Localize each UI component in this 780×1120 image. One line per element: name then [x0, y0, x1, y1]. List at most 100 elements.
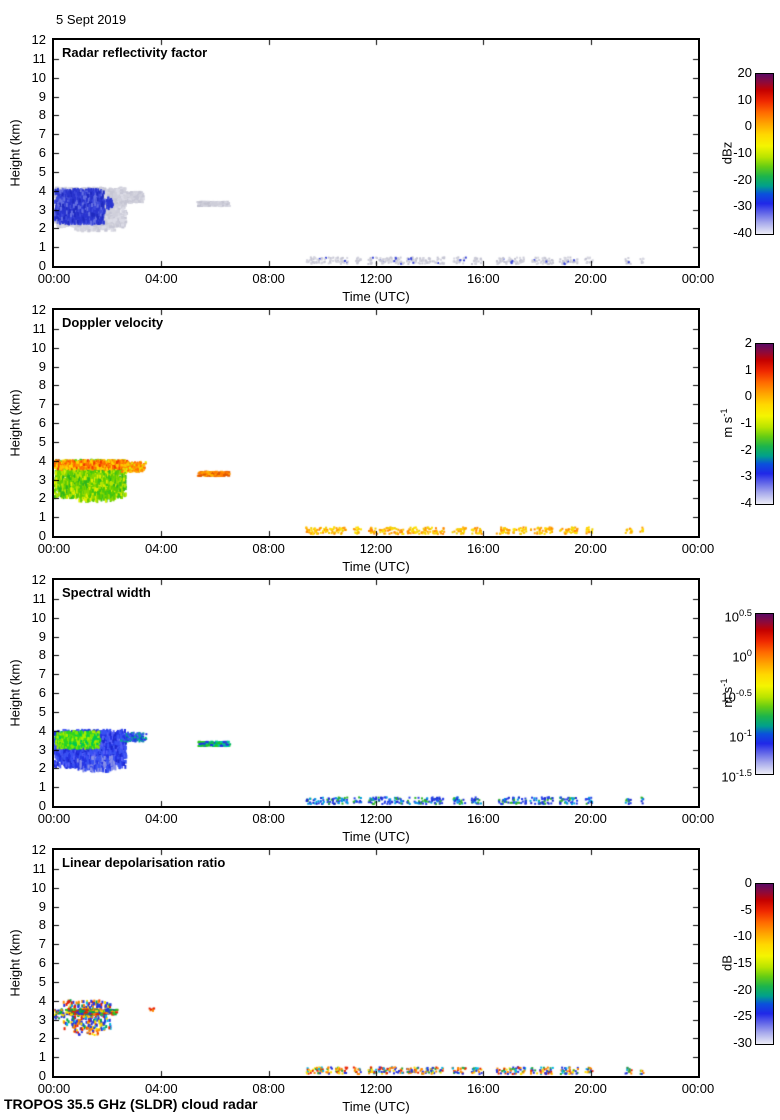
colorbar-tick-label: 0: [744, 118, 752, 134]
y-tick-label: 8: [38, 917, 46, 933]
colorbar-tick-label: 100: [732, 648, 752, 665]
x-tick-label: 20:00: [574, 1081, 607, 1096]
panel-spectral-width: Height (km) Spectral width Time (UTC) m …: [0, 572, 780, 848]
plot-area-reflectivity: Radar reflectivity factor: [52, 38, 700, 268]
y-tick-label: 12: [31, 572, 46, 587]
x-tick-label: 08:00: [252, 541, 285, 556]
y-tick-label: 0: [38, 528, 46, 543]
y-tick-label: 2: [38, 760, 46, 776]
x-tick-label: 16:00: [467, 1081, 500, 1096]
y-tick-label: 7: [38, 666, 46, 682]
x-tick-label: 16:00: [467, 811, 500, 826]
y-tick-label: 9: [38, 628, 46, 644]
x-tick-label: 00:00: [681, 541, 715, 556]
colorbar-tick-label: -10: [733, 145, 752, 160]
x-axis-label: Time (UTC): [342, 829, 410, 844]
panel-title: Linear depolarisation ratio: [62, 855, 226, 870]
x-tick-label: 00:00: [681, 811, 715, 826]
colorbar-tick-label: -20: [733, 981, 752, 997]
y-tick-label: 3: [38, 741, 46, 757]
x-tick-label: 00:00: [681, 271, 715, 286]
x-tick-label: 12:00: [359, 811, 393, 826]
y-tick-label: 12: [31, 32, 46, 47]
y-tick-label: 12: [31, 302, 46, 317]
y-tick-label: 0: [38, 1068, 46, 1083]
colorbar-tick-label: -25: [733, 1008, 752, 1024]
panel-linear-depolarisation-ratio: Height (km) Linear depolarisation ratio …: [0, 842, 780, 1118]
y-tick-label: 1: [38, 1049, 46, 1065]
y-tick-label: 5: [38, 163, 46, 179]
x-tick-label: 00:00: [37, 541, 71, 556]
colorbar-tick-label: -10: [733, 928, 752, 944]
ldr-heatmap-canvas: [54, 850, 698, 1076]
colorbar-tick-label: 10-1: [729, 728, 752, 745]
colorbar-tick-label: 10-0.5: [721, 688, 752, 705]
y-tick-label: 6: [38, 955, 46, 970]
y-tick-label: 8: [38, 647, 46, 663]
y-tick-label: 11: [32, 860, 47, 876]
y-tick-label: 8: [38, 107, 46, 123]
colorbar-tick-label: -2: [740, 441, 752, 457]
date-label: 5 Sept 2019: [56, 12, 127, 27]
y-tick-label: 5: [38, 703, 46, 719]
y-tick-label: 1: [38, 239, 46, 255]
x-tick-label: 08:00: [252, 811, 285, 826]
colorbar-tick-label: 2: [744, 335, 752, 350]
y-tick-label: 11: [32, 320, 47, 336]
y-tick-label: 2: [38, 1030, 46, 1046]
x-tick-label: 12:00: [359, 541, 393, 556]
y-tick-label: 4: [38, 992, 46, 1008]
y-tick-label: 2: [38, 220, 46, 236]
y-tick-label: 9: [38, 88, 46, 104]
x-tick-label: 04:00: [145, 1081, 178, 1096]
plot-area-ldr: Linear depolarisation ratio: [52, 848, 700, 1078]
panel-title: Radar reflectivity factor: [62, 45, 208, 60]
panel-doppler-velocity: Height (km) Doppler velocity Time (UTC) …: [0, 302, 780, 578]
panel-title: Doppler velocity: [62, 315, 164, 330]
y-tick-label: 12: [31, 842, 46, 857]
y-tick-label: 1: [38, 779, 46, 795]
x-tick-label: 04:00: [145, 811, 178, 826]
panel-radar-reflectivity: Height (km) Radar reflectivity factor Ti…: [0, 32, 780, 308]
y-tick-label: 6: [38, 415, 46, 430]
y-tick-label: 9: [38, 898, 46, 914]
x-tick-label: 20:00: [574, 811, 607, 826]
velocity-heatmap-canvas: [54, 310, 698, 536]
colorbar-velocity: [755, 343, 774, 505]
x-tick-label: 16:00: [467, 271, 500, 286]
y-tick-label: 4: [38, 182, 46, 198]
x-axis-label: Time (UTC): [342, 289, 410, 304]
y-tick-label: 7: [38, 396, 46, 412]
plot-area-velocity: Doppler velocity: [52, 308, 700, 538]
colorbar-tick-label: 1: [744, 361, 752, 377]
y-tick-label: 5: [38, 433, 46, 449]
y-tick-label: 9: [38, 358, 46, 374]
colorbar-tick-label: -4: [740, 495, 752, 510]
y-tick-label: 0: [38, 798, 46, 813]
y-tick-label: 11: [32, 50, 47, 66]
instrument-label: TROPOS 35.5 GHz (SLDR) cloud radar: [4, 1096, 258, 1112]
colorbar-tick-label: 10: [737, 91, 752, 107]
colorbar-tick-label: -15: [733, 955, 752, 970]
panel-title: Spectral width: [62, 585, 151, 600]
y-tick-label: 6: [38, 145, 46, 160]
colorbar-ldr: [755, 883, 774, 1045]
colorbar-tick-label: -20: [733, 171, 752, 187]
y-tick-label: 4: [38, 452, 46, 468]
y-tick-label: 4: [38, 722, 46, 738]
x-tick-label: 20:00: [574, 541, 607, 556]
x-tick-label: 08:00: [252, 271, 285, 286]
x-tick-label: 00:00: [37, 1081, 71, 1096]
colorbar-tick-label: 10-1.5: [721, 768, 752, 785]
y-tick-label: 10: [31, 339, 46, 355]
x-axis-label: Time (UTC): [342, 1099, 410, 1114]
y-tick-label: 3: [38, 471, 46, 487]
colorbar-tick-label: -30: [733, 198, 752, 214]
x-tick-label: 12:00: [359, 1081, 393, 1096]
y-tick-label: 7: [38, 936, 46, 952]
y-tick-label: 10: [31, 609, 46, 625]
colorbar-tick-label: -40: [733, 225, 752, 240]
y-tick-label: 11: [32, 590, 47, 606]
y-tick-label: 1: [38, 509, 46, 525]
